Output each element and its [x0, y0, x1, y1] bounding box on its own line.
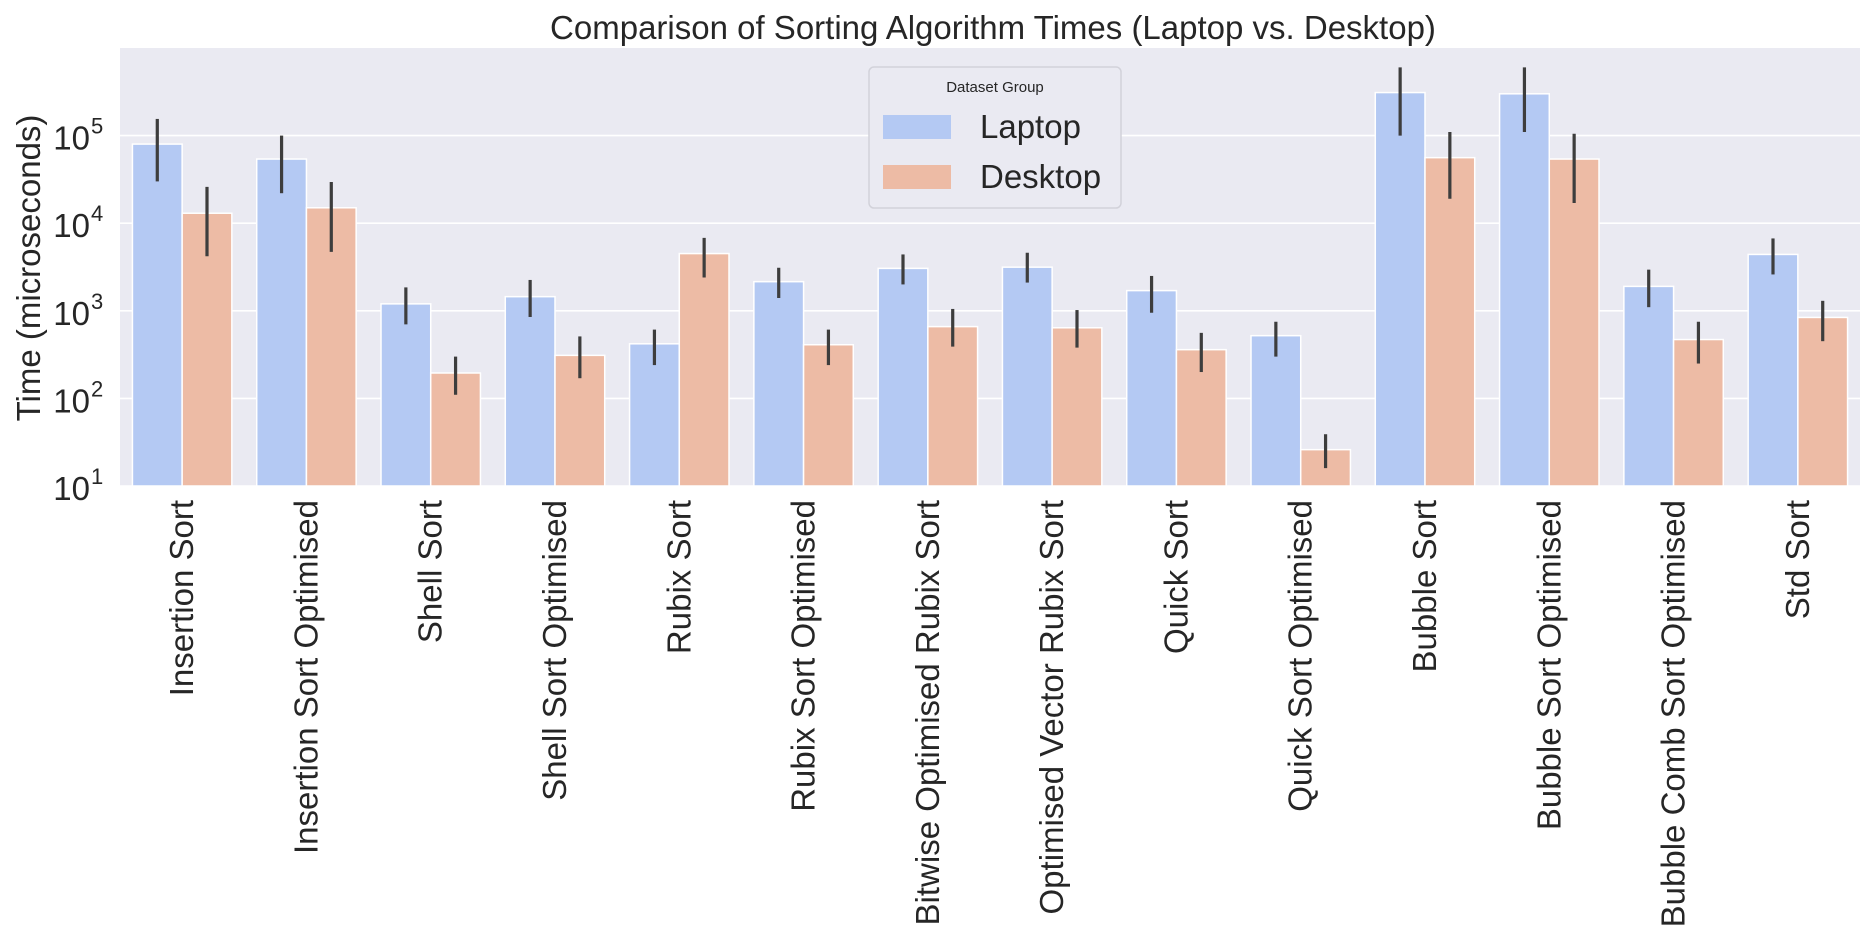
y-tick-exponent: 3 [91, 289, 103, 314]
y-tick-exponent: 2 [91, 376, 103, 401]
x-tick-label: Bubble Comb Sort Optimised [1655, 500, 1692, 927]
x-tick-label: Insertion Sort [163, 500, 200, 696]
x-tick-label: Std Sort [1779, 500, 1816, 619]
bar-laptop [380, 303, 432, 487]
bar-desktop [1424, 156, 1476, 487]
bar-laptop [504, 295, 556, 487]
y-tick-label: 10 [53, 470, 90, 507]
bar-laptop [1374, 91, 1426, 487]
x-tick-label: Optimised Vector Rubix Sort [1033, 500, 1070, 915]
x-tick-label: Shell Sort [412, 500, 449, 643]
bar-laptop [1623, 285, 1675, 487]
bar-desktop [1672, 338, 1725, 487]
bar-laptop [1250, 334, 1302, 487]
y-tick-exponent: 5 [91, 114, 103, 139]
bar-laptop [877, 267, 929, 487]
x-tick-label: Bubble Sort [1406, 500, 1443, 672]
x-tick-label: Quick Sort Optimised [1282, 500, 1319, 812]
legend-swatch-laptop [883, 115, 951, 139]
y-tick-label: 10 [53, 382, 90, 419]
x-tick-label: Bitwise Optimised Rubix Sort [909, 500, 946, 925]
bar-laptop [1125, 289, 1178, 487]
chart-title: Comparison of Sorting Algorithm Times (L… [550, 9, 1436, 46]
y-tick-label: 10 [53, 207, 90, 244]
bar-desktop [1797, 316, 1849, 487]
legend: Dataset Group Laptop Desktop [868, 66, 1122, 209]
bar-laptop [1001, 266, 1053, 487]
x-tick-label: Rubix Sort Optimised [785, 500, 822, 812]
legend-label-desktop: Desktop [980, 158, 1101, 195]
y-tick-label: 10 [53, 295, 90, 332]
bars [131, 91, 1849, 487]
legend-title: Dataset Group [946, 79, 1044, 96]
y-axis-label: Time (microseconds) [10, 115, 47, 422]
x-tick-label: Bubble Sort Optimised [1530, 500, 1567, 830]
bar-desktop [802, 343, 855, 487]
bar-desktop [1548, 158, 1600, 487]
y-tick-exponent: 1 [91, 464, 103, 489]
x-axis-ticks: Insertion Sort Insertion Sort Optimised Sh… [163, 500, 1816, 927]
x-tick-label: Rubix Sort [660, 500, 697, 654]
bar-desktop [1051, 327, 1103, 487]
bar-laptop [628, 343, 681, 487]
bar-laptop [131, 143, 183, 487]
x-tick-label: Shell Sort Optimised [536, 500, 573, 801]
y-tick-exponent: 4 [91, 201, 103, 226]
bar-desktop [678, 252, 730, 487]
legend-label-laptop: Laptop [980, 108, 1081, 145]
y-tick-label: 10 [53, 120, 90, 157]
x-tick-label: Quick Sort [1157, 500, 1194, 654]
bar-laptop [1498, 93, 1551, 487]
bar-laptop [255, 158, 308, 487]
bar-desktop [1175, 348, 1227, 487]
legend-swatch-desktop [883, 165, 951, 189]
error-bars [155, 67, 1825, 469]
bar-desktop [927, 325, 979, 487]
bar-laptop [1747, 253, 1799, 487]
x-tick-label: Insertion Sort Optimised [287, 500, 324, 854]
bar-laptop [753, 280, 805, 487]
